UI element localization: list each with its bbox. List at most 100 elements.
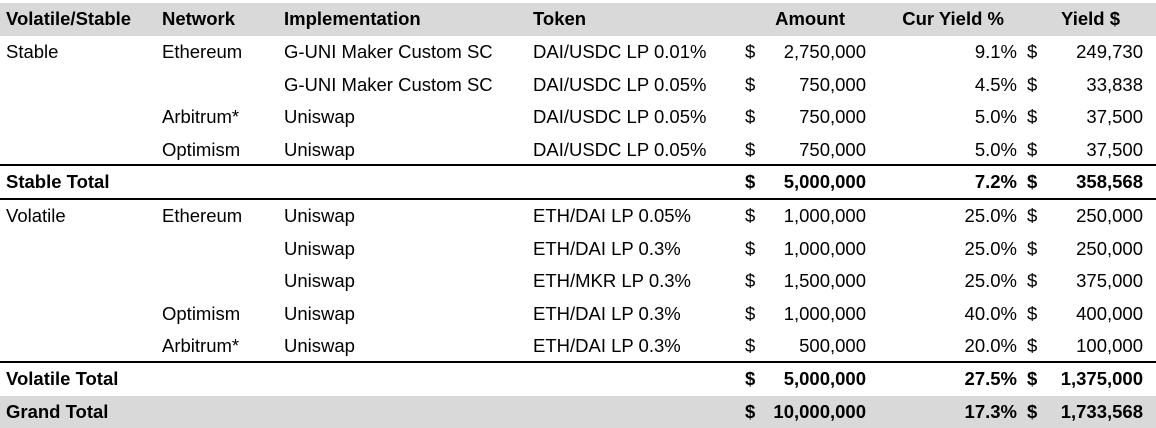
table-row: Arbitrum* Uniswap DAI/USDC LP 0.05% $ 75…	[0, 101, 1156, 134]
cell-yield-pct: 25.0%	[880, 233, 1017, 266]
cell-yield-pct: 4.5%	[880, 69, 1017, 102]
cell-network: Ethereum	[162, 36, 242, 69]
cell-yield-usd: 100,000	[1048, 330, 1143, 363]
cell-yield-usd: 33,838	[1048, 69, 1143, 102]
cell-yield-pct: 9.1%	[880, 36, 1017, 69]
subtotal-row-volatile: Volatile Total $ 5,000,000 27.5% $ 1,375…	[0, 363, 1156, 396]
cell-yield-currency: $	[1027, 166, 1037, 199]
cell-yield-currency: $	[1027, 200, 1037, 233]
cell-token: ETH/DAI LP 0.3%	[533, 330, 681, 363]
cell-amount: 1,000,000	[765, 298, 866, 331]
cell-yield-pct: 7.2%	[880, 166, 1017, 199]
table-row: Arbitrum* Uniswap ETH/DAI LP 0.3% $ 500,…	[0, 330, 1156, 363]
cell-amount: 1,500,000	[765, 265, 866, 298]
grand-total-row: Grand Total $ 10,000,000 17.3% $ 1,733,5…	[0, 396, 1156, 428]
header-cur-yield-pct: Cur Yield %	[880, 3, 1004, 36]
subtotal-row-stable: Stable Total $ 5,000,000 7.2% $ 358,568	[0, 166, 1156, 199]
cell-implementation: Uniswap	[284, 134, 355, 167]
header-implementation: Implementation	[284, 3, 421, 36]
cell-yield-pct: 17.3%	[880, 396, 1017, 428]
table-row: G-UNI Maker Custom SC DAI/USDC LP 0.05% …	[0, 69, 1156, 102]
cell-amount: 1,000,000	[765, 233, 866, 266]
cell-yield-usd: 1,733,568	[1048, 396, 1143, 428]
cell-implementation: Uniswap	[284, 330, 355, 363]
cell-token: ETH/MKR LP 0.3%	[533, 265, 691, 298]
header-network: Network	[162, 3, 235, 36]
table-header-row: Volatile/Stable Network Implementation T…	[0, 3, 1156, 36]
cell-yield-currency: $	[1027, 330, 1037, 363]
cell-yield-usd: 250,000	[1048, 200, 1143, 233]
cell-yield-pct: 5.0%	[880, 101, 1017, 134]
cell-token: ETH/DAI LP 0.3%	[533, 298, 681, 331]
cell-amount: 750,000	[765, 134, 866, 167]
cell-amount: 5,000,000	[765, 363, 866, 396]
table-row: Optimism Uniswap DAI/USDC LP 0.05% $ 750…	[0, 134, 1156, 167]
cell-yield-usd: 250,000	[1048, 233, 1143, 266]
cell-yield-usd: 37,500	[1048, 134, 1143, 167]
cell-yield-currency: $	[1027, 101, 1037, 134]
cell-implementation: Uniswap	[284, 265, 355, 298]
cell-volatile-stable: Volatile	[6, 200, 66, 233]
cell-amount-currency: $	[745, 363, 755, 396]
cell-token: DAI/USDC LP 0.01%	[533, 36, 706, 69]
cell-implementation: Uniswap	[284, 298, 355, 331]
cell-token: ETH/DAI LP 0.05%	[533, 200, 691, 233]
header-volatile-stable: Volatile/Stable	[6, 3, 131, 36]
header-amount: Amount	[765, 3, 845, 36]
cell-network: Arbitrum*	[162, 101, 239, 134]
table-row: Uniswap ETH/DAI LP 0.3% $ 1,000,000 25.0…	[0, 233, 1156, 266]
cell-amount: 750,000	[765, 69, 866, 102]
header-token: Token	[533, 3, 586, 36]
cell-yield-pct: 40.0%	[880, 298, 1017, 331]
cell-implementation: G-UNI Maker Custom SC	[284, 69, 493, 102]
cell-implementation: G-UNI Maker Custom SC	[284, 36, 493, 69]
cell-amount-currency: $	[745, 101, 755, 134]
cell-yield-usd: 1,375,000	[1048, 363, 1143, 396]
cell-implementation: Uniswap	[284, 200, 355, 233]
cell-yield-usd: 375,000	[1048, 265, 1143, 298]
cell-yield-currency: $	[1027, 69, 1037, 102]
cell-amount-currency: $	[745, 134, 755, 167]
cell-yield-pct: 5.0%	[880, 134, 1017, 167]
cell-network: Optimism	[162, 134, 240, 167]
cell-amount-currency: $	[745, 200, 755, 233]
cell-yield-currency: $	[1027, 265, 1037, 298]
cell-yield-currency: $	[1027, 298, 1037, 331]
cell-yield-pct: 20.0%	[880, 330, 1017, 363]
table-row: Uniswap ETH/MKR LP 0.3% $ 1,500,000 25.0…	[0, 265, 1156, 298]
table-row: Optimism Uniswap ETH/DAI LP 0.3% $ 1,000…	[0, 298, 1156, 331]
table-row: Stable Ethereum G-UNI Maker Custom SC DA…	[0, 36, 1156, 69]
cell-yield-pct: 27.5%	[880, 363, 1017, 396]
cell-network: Arbitrum*	[162, 330, 239, 363]
cell-volatile-stable: Stable	[6, 36, 58, 69]
cell-amount-currency: $	[745, 233, 755, 266]
cell-network: Ethereum	[162, 200, 242, 233]
cell-amount-currency: $	[745, 69, 755, 102]
cell-token: DAI/USDC LP 0.05%	[533, 134, 706, 167]
cell-yield-usd: 37,500	[1048, 101, 1143, 134]
cell-yield-usd: 249,730	[1048, 36, 1143, 69]
cell-amount: 2,750,000	[765, 36, 866, 69]
cell-amount-currency: $	[745, 298, 755, 331]
cell-yield-pct: 25.0%	[880, 200, 1017, 233]
subtotal-label: Volatile Total	[6, 363, 118, 396]
cell-implementation: Uniswap	[284, 101, 355, 134]
grand-total-label: Grand Total	[6, 396, 108, 428]
cell-token: DAI/USDC LP 0.05%	[533, 101, 706, 134]
cell-yield-pct: 25.0%	[880, 265, 1017, 298]
cell-implementation: Uniswap	[284, 233, 355, 266]
cell-yield-currency: $	[1027, 134, 1037, 167]
cell-yield-currency: $	[1027, 233, 1037, 266]
table-row: Volatile Ethereum Uniswap ETH/DAI LP 0.0…	[0, 200, 1156, 233]
cell-yield-usd: 400,000	[1048, 298, 1143, 331]
cell-amount-currency: $	[745, 330, 755, 363]
cell-yield-currency: $	[1027, 396, 1037, 428]
cell-amount-currency: $	[745, 396, 755, 428]
cell-amount-currency: $	[745, 265, 755, 298]
cell-amount: 10,000,000	[765, 396, 866, 428]
cell-yield-currency: $	[1027, 36, 1037, 69]
subtotal-label: Stable Total	[6, 166, 109, 199]
cell-amount-currency: $	[745, 36, 755, 69]
cell-yield-usd: 358,568	[1048, 166, 1143, 199]
cell-amount: 500,000	[765, 330, 866, 363]
